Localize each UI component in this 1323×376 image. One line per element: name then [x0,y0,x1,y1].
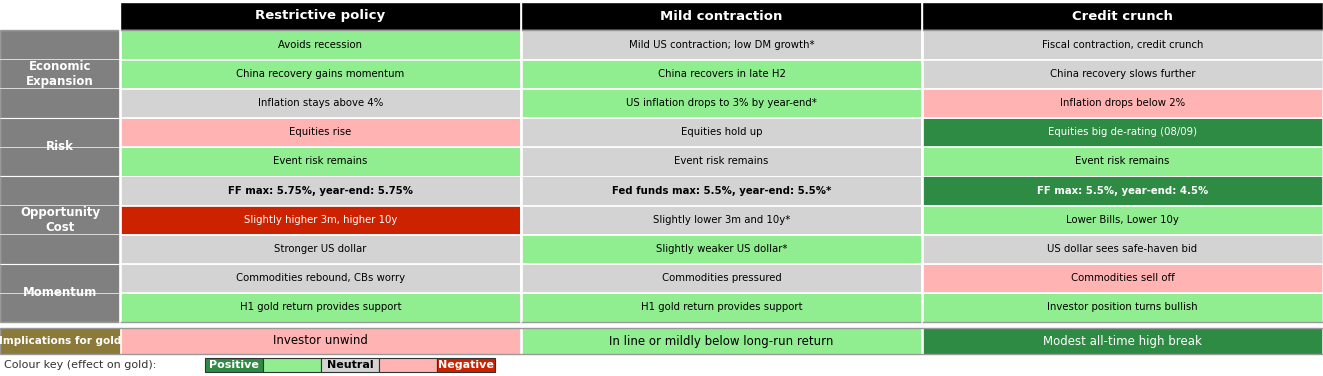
Text: Mild US contraction; low DM growth*: Mild US contraction; low DM growth* [628,39,815,50]
FancyBboxPatch shape [120,176,520,205]
Text: Economic
Expansion: Economic Expansion [26,60,94,88]
FancyBboxPatch shape [923,30,1322,59]
Text: Credit crunch: Credit crunch [1072,9,1174,23]
Text: China recovery slows further: China recovery slows further [1049,69,1195,79]
Text: China recovers in late H2: China recovers in late H2 [658,69,786,79]
FancyBboxPatch shape [523,118,921,146]
Text: Investor unwind: Investor unwind [273,335,368,347]
FancyBboxPatch shape [923,206,1322,234]
Text: Avoids recession: Avoids recession [279,39,363,50]
Text: Restrictive policy: Restrictive policy [255,9,385,23]
FancyBboxPatch shape [120,89,520,117]
Text: Stronger US dollar: Stronger US dollar [274,244,366,254]
FancyBboxPatch shape [523,30,921,59]
FancyBboxPatch shape [521,2,922,30]
Text: US dollar sees safe-haven bid: US dollar sees safe-haven bid [1048,244,1197,254]
FancyBboxPatch shape [437,358,495,372]
FancyBboxPatch shape [923,147,1322,176]
FancyBboxPatch shape [923,328,1322,353]
FancyBboxPatch shape [923,60,1322,88]
Text: Event risk remains: Event risk remains [1076,156,1170,167]
Text: China recovery gains momentum: China recovery gains momentum [237,69,405,79]
Text: Risk: Risk [46,140,74,153]
Text: Slightly higher 3m, higher 10y: Slightly higher 3m, higher 10y [243,215,397,225]
Text: Modest all-time high break: Modest all-time high break [1043,335,1201,347]
Text: Equities hold up: Equities hold up [681,127,762,137]
Text: Mild contraction: Mild contraction [660,9,783,23]
Text: US inflation drops to 3% by year-end*: US inflation drops to 3% by year-end* [626,98,816,108]
Text: Slightly lower 3m and 10y*: Slightly lower 3m and 10y* [652,215,790,225]
Text: Fiscal contraction, credit crunch: Fiscal contraction, credit crunch [1041,39,1203,50]
Text: Inflation drops below 2%: Inflation drops below 2% [1060,98,1185,108]
FancyBboxPatch shape [120,293,520,321]
Text: FF max: 5.5%, year-end: 4.5%: FF max: 5.5%, year-end: 4.5% [1037,186,1208,196]
FancyBboxPatch shape [523,206,921,234]
FancyBboxPatch shape [923,89,1322,117]
Text: Neutral: Neutral [327,360,373,370]
FancyBboxPatch shape [0,118,120,176]
FancyBboxPatch shape [923,118,1322,146]
FancyBboxPatch shape [120,235,520,263]
FancyBboxPatch shape [923,264,1322,293]
FancyBboxPatch shape [120,2,521,30]
Text: H1 gold return provides support: H1 gold return provides support [640,302,802,312]
FancyBboxPatch shape [378,358,437,372]
FancyBboxPatch shape [923,235,1322,263]
Text: Momentum: Momentum [22,286,97,299]
FancyBboxPatch shape [120,30,520,59]
Text: Inflation stays above 4%: Inflation stays above 4% [258,98,384,108]
Text: Lower Bills, Lower 10y: Lower Bills, Lower 10y [1066,215,1179,225]
Text: Equities big de-rating (08/09): Equities big de-rating (08/09) [1048,127,1197,137]
Text: FF max: 5.75%, year-end: 5.75%: FF max: 5.75%, year-end: 5.75% [228,186,413,196]
Text: Commodities sell off: Commodities sell off [1070,273,1175,283]
FancyBboxPatch shape [120,264,520,293]
Text: H1 gold return provides support: H1 gold return provides support [239,302,401,312]
Text: Investor position turns bullish: Investor position turns bullish [1048,302,1197,312]
Text: Colour key (effect on gold):: Colour key (effect on gold): [4,360,156,370]
FancyBboxPatch shape [120,206,520,234]
FancyBboxPatch shape [523,60,921,88]
FancyBboxPatch shape [120,60,520,88]
FancyBboxPatch shape [120,328,520,353]
Text: In line or mildly below long-run return: In line or mildly below long-run return [610,335,833,347]
Text: Fed funds max: 5.5%, year-end: 5.5%*: Fed funds max: 5.5%, year-end: 5.5%* [611,186,831,196]
Text: Opportunity
Cost: Opportunity Cost [20,206,101,234]
FancyBboxPatch shape [923,176,1322,205]
FancyBboxPatch shape [0,176,120,264]
Text: Event risk remains: Event risk remains [675,156,769,167]
Text: Negative: Negative [438,360,493,370]
Text: Implications for gold: Implications for gold [0,336,122,346]
FancyBboxPatch shape [523,235,921,263]
FancyBboxPatch shape [321,358,378,372]
FancyBboxPatch shape [523,293,921,321]
Text: Commodities rebound, CBs worry: Commodities rebound, CBs worry [235,273,405,283]
Text: Positive: Positive [209,360,259,370]
FancyBboxPatch shape [205,358,263,372]
FancyBboxPatch shape [523,328,921,353]
FancyBboxPatch shape [0,30,120,118]
FancyBboxPatch shape [523,264,921,293]
Text: Equities rise: Equities rise [290,127,352,137]
FancyBboxPatch shape [263,358,321,372]
Text: Event risk remains: Event risk remains [274,156,368,167]
FancyBboxPatch shape [0,264,120,322]
FancyBboxPatch shape [922,2,1323,30]
Text: Slightly weaker US dollar*: Slightly weaker US dollar* [656,244,787,254]
FancyBboxPatch shape [523,147,921,176]
FancyBboxPatch shape [523,176,921,205]
FancyBboxPatch shape [120,147,520,176]
FancyBboxPatch shape [523,89,921,117]
Text: Commodities pressured: Commodities pressured [662,273,782,283]
FancyBboxPatch shape [0,328,120,354]
FancyBboxPatch shape [120,118,520,146]
FancyBboxPatch shape [923,293,1322,321]
